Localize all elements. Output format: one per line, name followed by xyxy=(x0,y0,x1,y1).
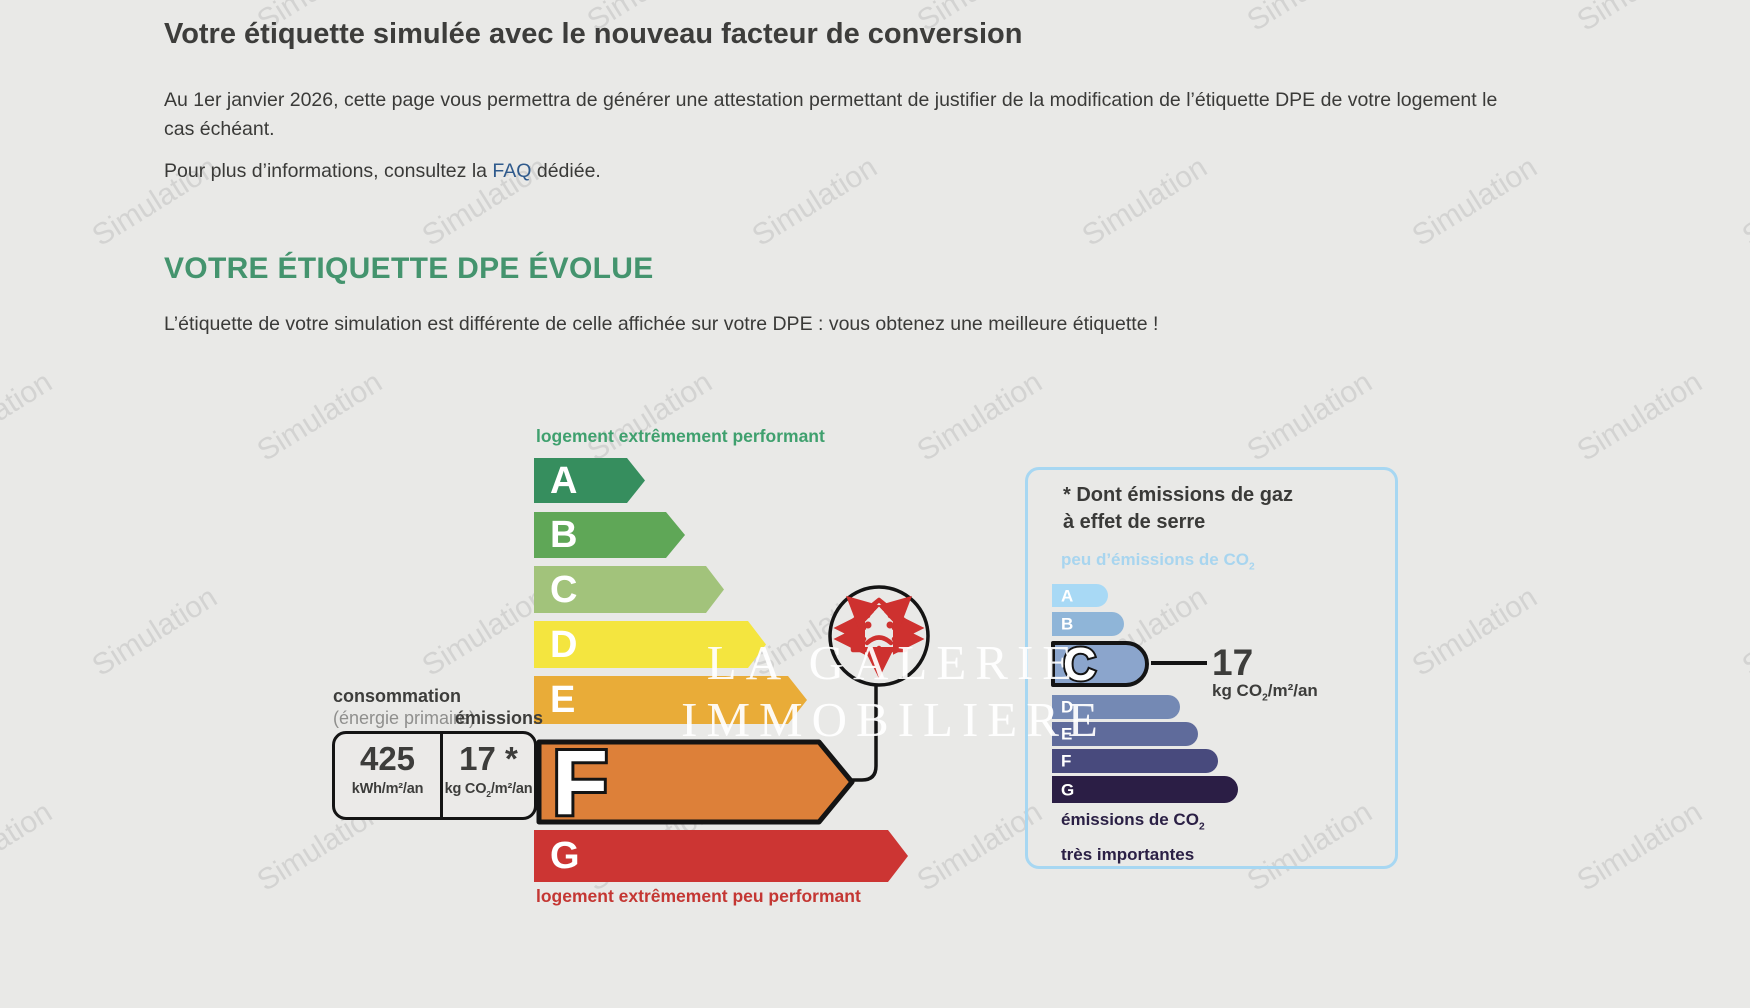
ges-bottom-caption: émissions de CO2 très importantes xyxy=(1061,806,1205,869)
ges-panel xyxy=(1025,467,1398,869)
ges-bar-C: C xyxy=(1051,640,1149,688)
consumption-unit: kWh/m²/an xyxy=(351,781,424,797)
dpe-bar-F: F xyxy=(536,738,855,826)
ges-bar-D: D xyxy=(1052,695,1180,719)
evolution-text: L’étiquette de votre simulation est diff… xyxy=(164,313,1159,335)
ges-bar-E: E xyxy=(1052,722,1198,746)
ges-class-letter-F: F xyxy=(1061,751,1072,771)
dpe-class-letter-G: G xyxy=(550,835,580,877)
ges-title-line2: à effet de serre xyxy=(1063,511,1206,533)
ges-bar-B: B xyxy=(1052,612,1124,636)
ges-title-line1: * Dont émissions de gaz xyxy=(1063,484,1294,506)
ges-value: 17 xyxy=(1212,642,1254,683)
dpe-top-caption: logement extrêmement performant xyxy=(536,426,825,446)
ges-bar-G: G xyxy=(1052,776,1238,803)
faq-link[interactable]: FAQ xyxy=(492,160,532,182)
house-glyph xyxy=(833,595,925,679)
dpe-bar-E: E xyxy=(534,676,807,724)
consumption-sublabel: (énergie primaire) xyxy=(333,708,476,728)
dpe-bottom-caption: logement extrêmement peu performant xyxy=(536,886,861,906)
dpe-bar-G: G xyxy=(534,830,908,882)
ges-bar-F: F xyxy=(1052,749,1218,773)
ges-class-letter-B: B xyxy=(1061,614,1074,634)
dpe-bar-F-shape xyxy=(536,739,855,825)
dpe-bar-A: A xyxy=(534,458,645,503)
intro-paragraph: Au 1er janvier 2026, cette page vous per… xyxy=(164,89,1498,140)
dpe-bar-C: C xyxy=(534,566,724,613)
emissions-label: émissions xyxy=(455,708,544,728)
ges-class-letter-G: G xyxy=(1061,780,1075,799)
emissions-value: 17 * xyxy=(459,740,518,777)
dpe-class-letter-C: C xyxy=(550,568,578,611)
ges-class-letter-D: D xyxy=(1061,697,1074,717)
ges-top-caption: peu d’émissions de CO2 xyxy=(1061,550,1255,573)
section-heading: VOTRE ÉTIQUETTE DPE ÉVOLUE xyxy=(164,252,654,285)
page-title: Votre étiquette simulée avec le nouveau … xyxy=(164,18,1023,50)
consumption-label: consommation xyxy=(333,686,462,706)
house-eyes xyxy=(864,621,894,629)
emissions-unit: kg CO2/m²/an xyxy=(444,781,533,799)
value-box-divider xyxy=(440,734,443,817)
dpe-class-letter-F: F xyxy=(552,738,608,826)
ges-class-letter-C: C xyxy=(1063,640,1096,688)
ges-title: * Dont émissions de gaz à effet de serre xyxy=(1063,482,1293,536)
dpe-value-box: 425 kWh/m²/an 17 * kg CO2/m²/an xyxy=(332,731,537,820)
more-info-paragraph: Pour plus d’informations, consultez la F… xyxy=(164,160,601,183)
more-info-prefix: Pour plus d’informations, consultez la xyxy=(164,160,493,182)
ges-connector-line xyxy=(1151,661,1207,665)
more-info-suffix: dédiée. xyxy=(531,160,601,182)
dpe-bar-D: D xyxy=(534,621,766,668)
consumption-cell: 425 kWh/m²/an xyxy=(335,734,440,817)
ges-bar-A: A xyxy=(1052,584,1108,607)
ges-unit: kg CO2/m²/an xyxy=(1212,681,1318,704)
ges-bottom-caption-line1: émissions de CO2 xyxy=(1061,810,1205,833)
consumption-value: 425 xyxy=(359,740,416,777)
connector-line xyxy=(849,684,878,782)
ges-bar-C-shape xyxy=(1051,641,1149,687)
dpe-bar-B: B xyxy=(534,512,685,558)
sad-house-icon xyxy=(828,585,930,782)
dpe-class-letter-A: A xyxy=(550,459,578,502)
emissions-cell: 17 * kg CO2/m²/an xyxy=(443,734,534,817)
ges-class-letter-A: A xyxy=(1061,586,1074,605)
dpe-class-letter-E: E xyxy=(550,679,576,721)
dpe-class-letter-D: D xyxy=(550,623,578,666)
ges-class-letter-E: E xyxy=(1061,724,1073,744)
ges-bottom-caption-line2: très importantes xyxy=(1061,845,1195,865)
dpe-class-letter-B: B xyxy=(550,514,578,556)
